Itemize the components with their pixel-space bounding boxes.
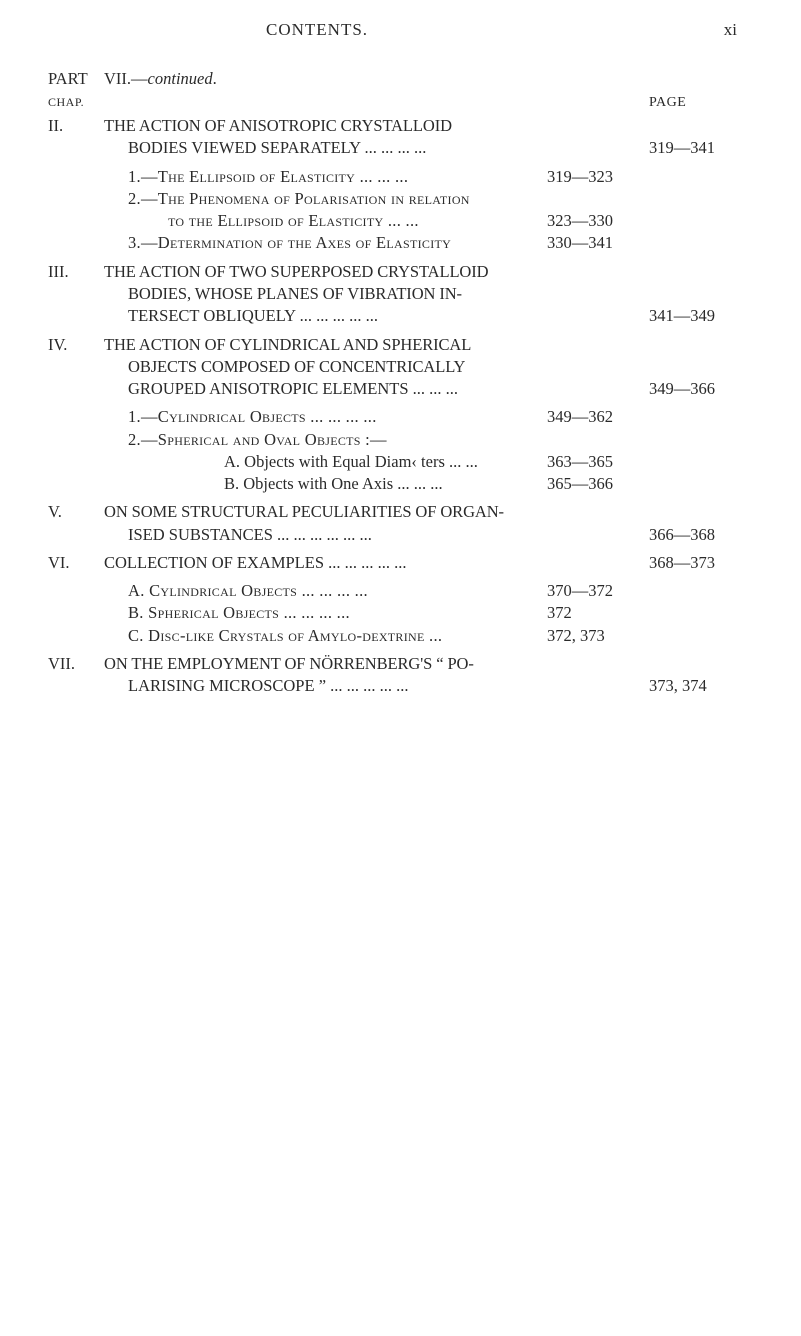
entry-text: BODIES VIEWED SEPARATELY ... ... ... ...: [104, 137, 649, 159]
contents-title: CONTENTS.: [266, 20, 368, 40]
entry-page: 341—349: [649, 305, 741, 327]
entry-page: 366—368: [649, 524, 741, 546]
chapter-roman: VII.: [48, 653, 104, 675]
sub-text: A. Cylindrical Objects ... ... ... ...: [128, 580, 541, 602]
part-label: PART: [48, 68, 104, 90]
entry: II. THE ACTION OF ANISOTROPIC CRYSTALLOI…: [48, 115, 741, 137]
sub-text: C. Disc-like Crystals of Amylo-dextrine …: [128, 625, 541, 647]
sub-text: B. Objects with One Axis ... ... ...: [224, 473, 541, 495]
sub-text: 1.—Cylindrical Objects ... ... ... ...: [128, 406, 541, 428]
sub-entry: B. Objects with One Axis ... ... ... 365…: [48, 473, 741, 495]
entry-text: GROUPED ANISOTROPIC ELEMENTS ... ... ...: [104, 378, 649, 400]
entry: OBJECTS COMPOSED OF CONCENTRICALLY: [48, 356, 741, 378]
entry: VII. ON THE EMPLOYMENT OF NÖRRENBERG'S “…: [48, 653, 741, 675]
folio-number: xi: [724, 20, 737, 40]
sub-entry: 1.—The Ellipsoid of Elasticity ... ... .…: [48, 166, 741, 188]
entry-text: ISED SUBSTANCES ... ... ... ... ... ...: [104, 524, 649, 546]
sub-entry: 2.—Spherical and Oval Objects :—: [48, 429, 741, 451]
entry-text: BODIES, WHOSE PLANES OF VIBRATION IN-: [104, 283, 649, 305]
entry-text: COLLECTION OF EXAMPLES ... ... ... ... .…: [104, 552, 649, 574]
chapter-roman: VI.: [48, 552, 104, 574]
entry-text: THE ACTION OF TWO SUPERPOSED CRYSTALLOID: [104, 261, 649, 283]
entry-text: ON THE EMPLOYMENT OF NÖRRENBERG'S “ PO-: [104, 653, 649, 675]
entry-page: 368—373: [649, 552, 741, 574]
page-label: PAGE: [649, 94, 741, 113]
entry-text: OBJECTS COMPOSED OF CONCENTRICALLY: [104, 356, 649, 378]
sub-page: 365—366: [541, 473, 637, 495]
sub-entry: 2.—The Phenomena of Polarisation in rela…: [48, 188, 741, 210]
sub-page: 372: [541, 602, 637, 624]
chapter-roman: II.: [48, 115, 104, 137]
chapter-roman: IV.: [48, 334, 104, 356]
sub-page: 323—330: [541, 210, 637, 232]
sub-text: 3.—Determination of the Axes of Elastici…: [128, 232, 541, 254]
entry-text: THE ACTION OF CYLINDRICAL AND SPHERICAL: [104, 334, 649, 356]
part-line: PART VII.—continued.: [48, 68, 741, 90]
entry-text: LARISING MICROSCOPE ” ... ... ... ... ..…: [104, 675, 649, 697]
entry: LARISING MICROSCOPE ” ... ... ... ... ..…: [48, 675, 741, 697]
sub-page: 319—323: [541, 166, 637, 188]
sub-text: to the Ellipsoid of Elasticity ... ...: [168, 210, 541, 232]
chapter-roman: V.: [48, 501, 104, 523]
entry-text: TERSECT OBLIQUELY ... ... ... ... ...: [104, 305, 649, 327]
sub-text: 2.—The Phenomena of Polarisation in rela…: [128, 188, 541, 210]
column-labels: CHAP. PAGE: [48, 94, 741, 113]
entry: IV. THE ACTION OF CYLINDRICAL AND SPHERI…: [48, 334, 741, 356]
entry-text: ON SOME STRUCTURAL PECULIARITIES OF ORGA…: [104, 501, 649, 523]
chap-label: CHAP.: [48, 94, 104, 110]
sub-page: 370—372: [541, 580, 637, 602]
sub-text: 2.—Spherical and Oval Objects :—: [128, 429, 541, 451]
entry: TERSECT OBLIQUELY ... ... ... ... ... 34…: [48, 305, 741, 327]
sub-entry: 1.—Cylindrical Objects ... ... ... ... 3…: [48, 406, 741, 428]
page-header: CONTENTS. xi: [48, 20, 741, 40]
entry-page: 373, 374: [649, 675, 741, 697]
chapter-roman: III.: [48, 261, 104, 283]
sub-entry: A. Cylindrical Objects ... ... ... ... 3…: [48, 580, 741, 602]
sub-entry: to the Ellipsoid of Elasticity ... ... 3…: [48, 210, 741, 232]
entry: III. THE ACTION OF TWO SUPERPOSED CRYSTA…: [48, 261, 741, 283]
entry: GROUPED ANISOTROPIC ELEMENTS ... ... ...…: [48, 378, 741, 400]
sub-entry: B. Spherical Objects ... ... ... ... 372: [48, 602, 741, 624]
sub-text: 1.—The Ellipsoid of Elasticity ... ... .…: [128, 166, 541, 188]
entry: BODIES, WHOSE PLANES OF VIBRATION IN-: [48, 283, 741, 305]
sub-page: 372, 373: [541, 625, 637, 647]
entry: ISED SUBSTANCES ... ... ... ... ... ... …: [48, 524, 741, 546]
entry-page: 319—341: [649, 137, 741, 159]
sub-entry: C. Disc-like Crystals of Amylo-dextrine …: [48, 625, 741, 647]
sub-entry: A. Objects with Equal Diam‹ ters ... ...…: [48, 451, 741, 473]
entry: VI. COLLECTION OF EXAMPLES ... ... ... .…: [48, 552, 741, 574]
entry-text: THE ACTION OF ANISOTROPIC CRYSTALLOID: [104, 115, 649, 137]
sub-page: 349—362: [541, 406, 637, 428]
sub-page: 363—365: [541, 451, 637, 473]
sub-entry: 3.—Determination of the Axes of Elastici…: [48, 232, 741, 254]
part-text: VII.—continued.: [104, 68, 649, 90]
entry: BODIES VIEWED SEPARATELY ... ... ... ...…: [48, 137, 741, 159]
sub-text: B. Spherical Objects ... ... ... ...: [128, 602, 541, 624]
entry: V. ON SOME STRUCTURAL PECULIARITIES OF O…: [48, 501, 741, 523]
sub-text: A. Objects with Equal Diam‹ ters ... ...: [224, 451, 541, 473]
sub-page: 330—341: [541, 232, 637, 254]
entry-page: 349—366: [649, 378, 741, 400]
